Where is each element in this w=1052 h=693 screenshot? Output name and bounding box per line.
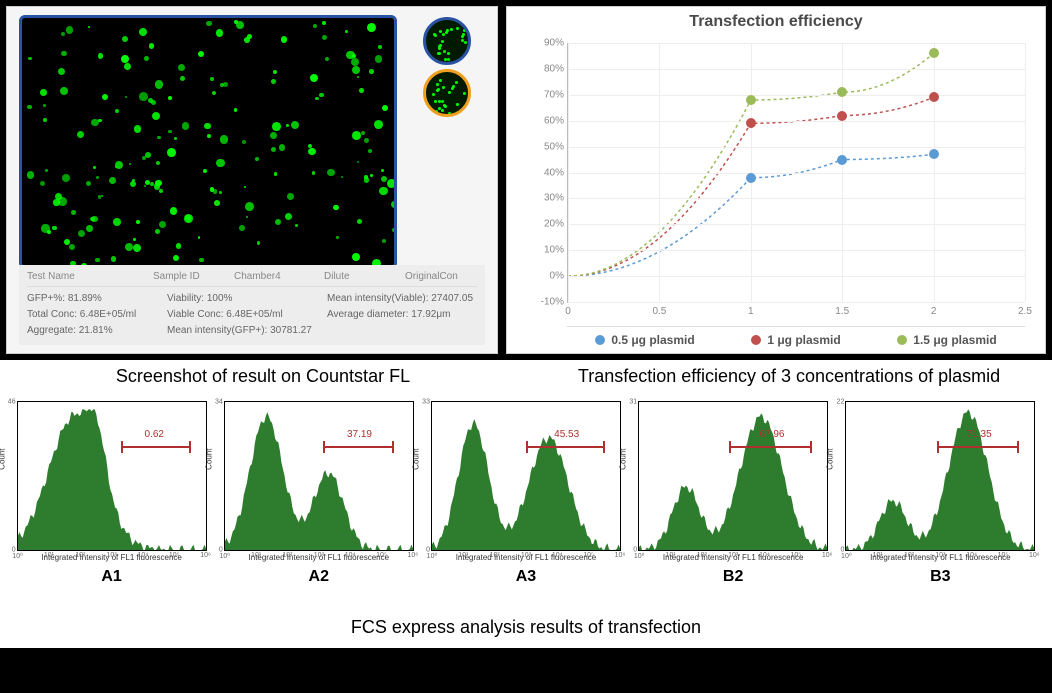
countstar-stats: Test Name Sample ID Chamber4 Dilute Orig… (19, 265, 485, 345)
data-point (837, 155, 847, 165)
legend-item: 1.5 μg plasmid (897, 333, 996, 347)
efficiency-caption: Transfection efficiency of 3 concentrati… (526, 360, 1052, 393)
fcs-plot: Count03410⁰10¹10²10³10⁴10⁵10⁶37.19 (224, 401, 414, 551)
fcs-panel-B3: Count02210⁰10¹10²10³10⁴10⁵10⁶71.35Integr… (845, 401, 1035, 586)
mini-circle-1 (423, 17, 471, 65)
legend-item: 0.5 μg plasmid (595, 333, 694, 347)
countstar-panel: Test Name Sample ID Chamber4 Dilute Orig… (6, 6, 498, 354)
fcs-panel-label: A1 (17, 568, 207, 586)
fcs-panel-label: B2 (638, 568, 828, 586)
fcs-plot: Count04610⁰10¹10²10³10⁴10⁵10⁶0.62 (17, 401, 207, 551)
data-point (929, 48, 939, 58)
fcs-panel-A2: Count03410⁰10¹10²10³10⁴10⁵10⁶37.19Integr… (224, 401, 414, 586)
fcs-panel-A3: Count03310⁰10¹10²10³10⁴10⁵10⁶45.53Integr… (431, 401, 621, 586)
gate-value: 0.62 (144, 429, 163, 440)
stats-header: Test Name Sample ID Chamber4 Dilute Orig… (27, 271, 477, 287)
fcs-panel-label: A3 (431, 568, 621, 586)
gate-bar (121, 446, 191, 448)
gate-value: 71.35 (967, 429, 992, 440)
fcs-plot: Count03310⁰10¹10²10³10⁴10⁵10⁶45.53 (431, 401, 621, 551)
stats-row: GFP+%: 81.89%Viability: 100%Mean intensi… (27, 291, 477, 307)
gate-value: 37.19 (347, 429, 372, 440)
stats-row: Aggregate: 21.81%Mean intensity(GFP+): 3… (27, 323, 477, 339)
fcs-plot: Count03110⁰10¹10²10³10⁴10⁵10⁶67.96 (638, 401, 828, 551)
data-point (746, 95, 756, 105)
th-dilute-val: OriginalCon (405, 271, 477, 282)
mini-circle-2 (423, 69, 471, 117)
data-point (837, 87, 847, 97)
fcs-plot: Count02210⁰10¹10²10³10⁴10⁵10⁶71.35 (845, 401, 1035, 551)
fcs-panel-label: B3 (845, 568, 1035, 586)
th-sampleid: Sample ID (153, 271, 234, 282)
data-point (929, 149, 939, 159)
mini-circle-stack (423, 17, 483, 121)
countstar-caption: Screenshot of result on Countstar FL (0, 360, 526, 393)
data-point (746, 173, 756, 183)
gate-bar (937, 446, 1020, 448)
data-point (929, 92, 939, 102)
efficiency-legend: 0.5 μg plasmid 1 μg plasmid 1.5 μg plasmid (567, 326, 1025, 347)
fcs-panel-B2: Count03110⁰10¹10²10³10⁴10⁵10⁶67.96Integr… (638, 401, 828, 586)
fcs-row: Count04610⁰10¹10²10³10⁴10⁵10⁶0.62Integra… (0, 393, 1052, 613)
efficiency-chart-area: -10%0%10%20%30%40%50%60%70%80%90%00.511.… (567, 43, 1025, 303)
legend-dot-icon (595, 335, 605, 345)
th-testname: Test Name (27, 271, 153, 282)
th-dilute: Dilute (324, 271, 405, 282)
fcs-caption: FCS express analysis results of transfec… (0, 613, 1052, 648)
efficiency-panel: Transfection efficiency -10%0%10%20%30%4… (506, 6, 1046, 354)
stats-body: GFP+%: 81.89%Viability: 100%Mean intensi… (27, 287, 477, 339)
gate-bar (729, 446, 812, 448)
gate-value: 45.53 (554, 429, 579, 440)
th-sampleid-val: Chamber4 (234, 271, 324, 282)
legend-dot-icon (751, 335, 761, 345)
data-point (837, 111, 847, 121)
data-point (746, 118, 756, 128)
gate-value: 67.96 (759, 429, 784, 440)
stats-row: Total Conc: 6.48E+05/mlViable Conc: 6.48… (27, 307, 477, 323)
gate-bar (323, 446, 394, 448)
cell-image-view (19, 15, 397, 269)
legend-item: 1 μg plasmid (751, 333, 840, 347)
fcs-panel-A1: Count04610⁰10¹10²10³10⁴10⁵10⁶0.62Integra… (17, 401, 207, 586)
top-caption-row: Screenshot of result on Countstar FL Tra… (0, 360, 1052, 393)
fcs-panel-label: A2 (224, 568, 414, 586)
gate-bar (526, 446, 605, 448)
efficiency-title: Transfection efficiency (507, 13, 1045, 31)
top-row: Test Name Sample ID Chamber4 Dilute Orig… (0, 0, 1052, 360)
legend-dot-icon (897, 335, 907, 345)
